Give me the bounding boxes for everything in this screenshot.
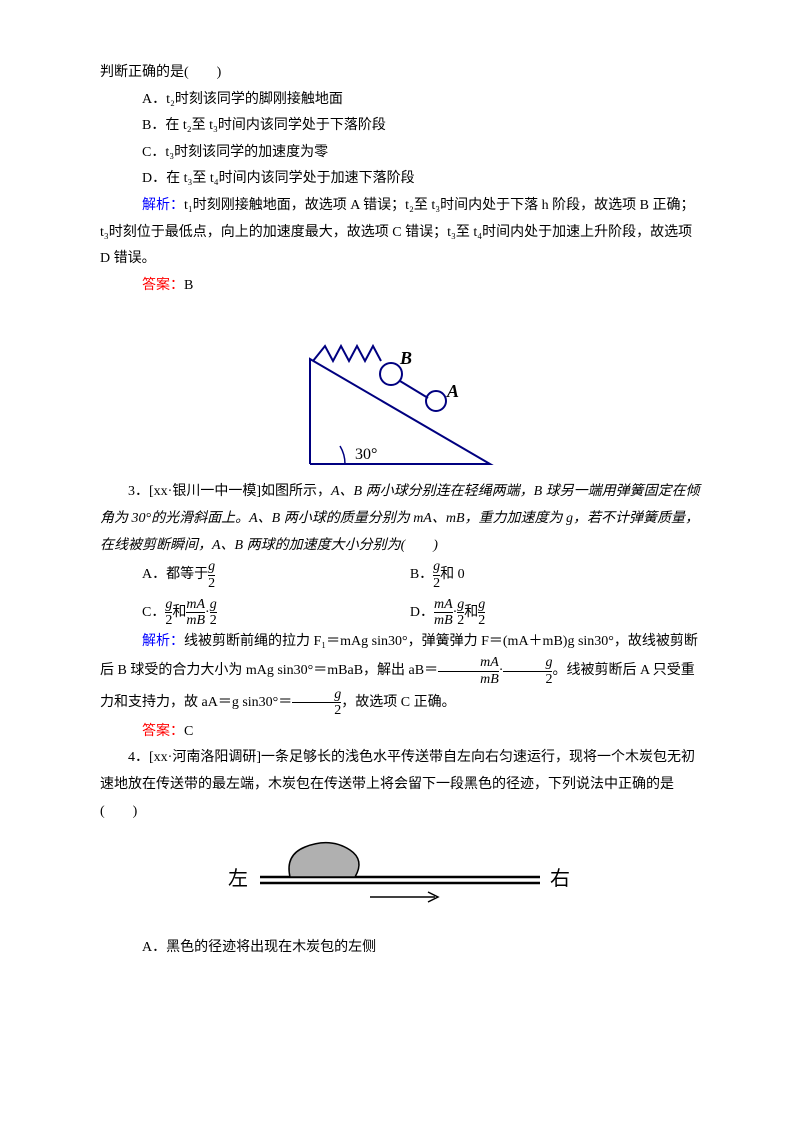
opt-b-post: 和 0 bbox=[440, 567, 465, 582]
figure-conveyor: 左 右 bbox=[100, 835, 700, 925]
frac-den: 2 bbox=[478, 612, 485, 628]
analysis-label: 解析： bbox=[142, 634, 184, 649]
frac-num: g bbox=[210, 597, 217, 612]
frac-ma-over-mb: mAmB bbox=[434, 597, 453, 629]
opt-d-pre: D． bbox=[410, 605, 434, 620]
opt-b-pre: B． bbox=[410, 567, 433, 582]
frac-g-over-2: g2 bbox=[503, 655, 552, 687]
frac-den: mB bbox=[186, 612, 205, 628]
ball-a-label: A bbox=[446, 381, 459, 401]
document-page: 判断正确的是( ) A．t₂时刻该同学的脚刚接触地面 B．在 t₂至 t₃时间内… bbox=[0, 0, 800, 1132]
q2-stem: 判断正确的是( ) bbox=[100, 60, 700, 87]
frac-g-over-2: g2 bbox=[210, 597, 217, 629]
frac-den: mB bbox=[438, 671, 499, 687]
frac-num: g bbox=[478, 597, 485, 612]
opt-text: B．在 t₂至 t₃时间内该同学处于下落阶段 bbox=[142, 118, 386, 133]
opt-c-pre: C． bbox=[142, 605, 165, 620]
q3-option-d: D．mAmB·g2和g2 bbox=[410, 597, 678, 629]
q2-option-b: B．在 t₂至 t₃时间内该同学处于下落阶段 bbox=[100, 113, 700, 140]
frac-den: 2 bbox=[210, 612, 217, 628]
q4-stem: 4．[xx·河南洛阳调研]一条足够长的浅色水平传送带自左向右匀速运行，现将一个木… bbox=[100, 745, 700, 825]
frac-num: g bbox=[503, 655, 552, 670]
q3-option-b: B．g2和 0 bbox=[410, 559, 678, 591]
q3-options-row-1: A．都等于g2 B．g2和 0 bbox=[142, 559, 700, 591]
frac-num: mA bbox=[438, 655, 499, 670]
frac-den: 2 bbox=[292, 702, 341, 718]
q4-option-a: A．黑色的径迹将出现在木炭包的左侧 bbox=[100, 935, 700, 962]
frac-num: mA bbox=[186, 597, 205, 612]
q2-option-d: D．在 t₃至 t₄时间内该同学处于加速下落阶段 bbox=[100, 166, 700, 193]
q3-options-row-2: C．g2和mAmB·g2 D．mAmB·g2和g2 bbox=[142, 597, 700, 629]
angle-label: 30° bbox=[355, 446, 377, 463]
analysis-label: 解析： bbox=[142, 198, 184, 213]
analysis-p1c: ，故选项 C 正确。 bbox=[341, 695, 455, 710]
opt-text: D．在 t₃至 t₄时间内该同学处于加速下落阶段 bbox=[142, 171, 415, 186]
frac-num: g bbox=[208, 559, 215, 574]
answer-text: C bbox=[184, 724, 193, 739]
q3-option-a: A．都等于g2 bbox=[142, 559, 410, 591]
analysis-text: t₁时刻刚接触地面，故选项 A 错误；t₂至 t₃时间内处于下落 h 阶段，故选… bbox=[100, 198, 695, 266]
frac-num: g bbox=[292, 687, 341, 702]
frac-g-over-2: g2 bbox=[208, 559, 215, 591]
opt-c-mid: 和 bbox=[172, 605, 186, 620]
q2-analysis: 解析：t₁时刻刚接触地面，故选项 A 错误；t₂至 t₃时间内处于下落 h 阶段… bbox=[100, 193, 700, 273]
q2-option-a: A．t₂时刻该同学的脚刚接触地面 bbox=[100, 87, 700, 114]
frac-ma-over-mb: mAmB bbox=[186, 597, 205, 629]
q3-stem: 3．[xx·银川一中一模]如图所示，A、B 两小球分别连在轻绳两端，B 球另一端… bbox=[100, 479, 700, 559]
frac-g-over-2: g2 bbox=[478, 597, 485, 629]
frac-den: 2 bbox=[208, 575, 215, 591]
ball-b-label: B bbox=[399, 348, 412, 368]
stem-pre: 3．[xx·银川一中一模]如图所示， bbox=[128, 484, 331, 499]
q2-answer: 答案：B bbox=[100, 273, 700, 300]
frac-den: mB bbox=[434, 612, 453, 628]
frac-g-over-2: g2 bbox=[292, 687, 341, 719]
q3-option-c: C．g2和mAmB·g2 bbox=[142, 597, 410, 629]
q3-analysis: 解析：线被剪断前绳的拉力 F₁＝mAg sin30°，弹簧弹力 F＝(mA＋mB… bbox=[100, 629, 700, 719]
opt-a-pre: A．都等于 bbox=[142, 567, 208, 582]
opt-text: C．t₃时刻该同学的加速度为零 bbox=[142, 145, 328, 160]
figure-inclined-plane: 30° B A bbox=[100, 309, 700, 469]
left-label: 左 bbox=[228, 867, 248, 890]
opt-text: A．t₂时刻该同学的脚刚接触地面 bbox=[142, 92, 343, 107]
q2-option-c: C．t₃时刻该同学的加速度为零 bbox=[100, 140, 700, 167]
answer-label: 答案： bbox=[142, 278, 184, 293]
frac-den: 2 bbox=[503, 671, 552, 687]
opt-d-mid: 和 bbox=[464, 605, 478, 620]
right-label: 右 bbox=[550, 867, 570, 890]
q3-answer: 答案：C bbox=[100, 719, 700, 746]
frac-num: mA bbox=[434, 597, 453, 612]
answer-text: B bbox=[184, 278, 193, 293]
answer-label: 答案： bbox=[142, 724, 184, 739]
frac-ma-over-mb: mAmB bbox=[438, 655, 499, 687]
